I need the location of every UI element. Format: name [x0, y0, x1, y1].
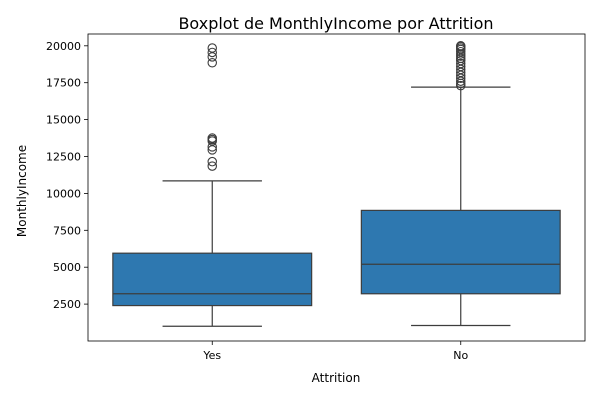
- outlier-point: [207, 161, 218, 171]
- y-tick-label: 7500: [53, 224, 81, 237]
- y-axis: 2500 5000 7500 10000 12500 15000 17500 20000: [46, 40, 88, 311]
- outlier-point: [207, 43, 218, 53]
- plot-area: [112, 41, 561, 327]
- y-tick-label: 10000: [46, 187, 81, 200]
- box-group-no: [360, 41, 561, 327]
- y-tick-label: 17500: [46, 77, 81, 90]
- box-group-yes: [112, 43, 313, 327]
- y-tick-label: 2500: [53, 298, 81, 311]
- iqr-box: [112, 252, 313, 307]
- y-axis-label: MonthlyIncome: [15, 145, 29, 237]
- y-tick-label: 15000: [46, 114, 81, 127]
- x-axis-label: Attrition: [312, 371, 361, 385]
- y-tick-label: 12500: [46, 151, 81, 164]
- x-axis: Yes No: [202, 341, 468, 362]
- outlier-point: [207, 47, 218, 58]
- iqr-box: [360, 209, 561, 295]
- outlier-point: [207, 133, 218, 143]
- outlier-point: [207, 58, 218, 68]
- y-tick-label: 5000: [53, 261, 81, 274]
- plot-frame: [87, 33, 586, 342]
- outlier-point: [207, 156, 218, 167]
- outlier-point: [455, 58, 466, 69]
- x-tick-label: Yes: [202, 349, 221, 362]
- outlier-point: [455, 41, 466, 51]
- x-tick-label: No: [453, 349, 468, 362]
- y-tick-label: 20000: [46, 40, 81, 53]
- chart-title: Boxplot de MonthlyIncome por Attrition: [178, 14, 493, 33]
